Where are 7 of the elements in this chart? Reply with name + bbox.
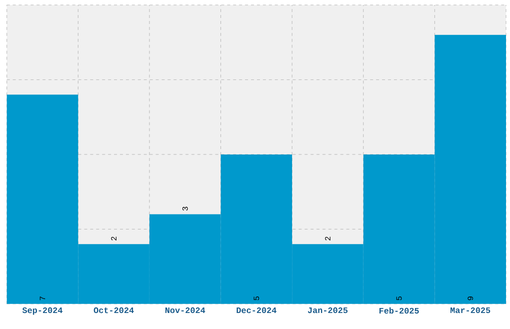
x-tick-label: Jan-2025	[308, 307, 348, 314]
x-tick-label: Sep-2024	[22, 307, 62, 315]
x-tick-label: Nov-2024	[165, 307, 206, 314]
x-tick-label: Dec-2024	[236, 307, 276, 314]
x-tick-label: Feb-2025	[379, 308, 419, 314]
x-tick-label: Oct-2024	[94, 307, 134, 314]
x-tick-label: Mar-2025	[450, 307, 490, 314]
